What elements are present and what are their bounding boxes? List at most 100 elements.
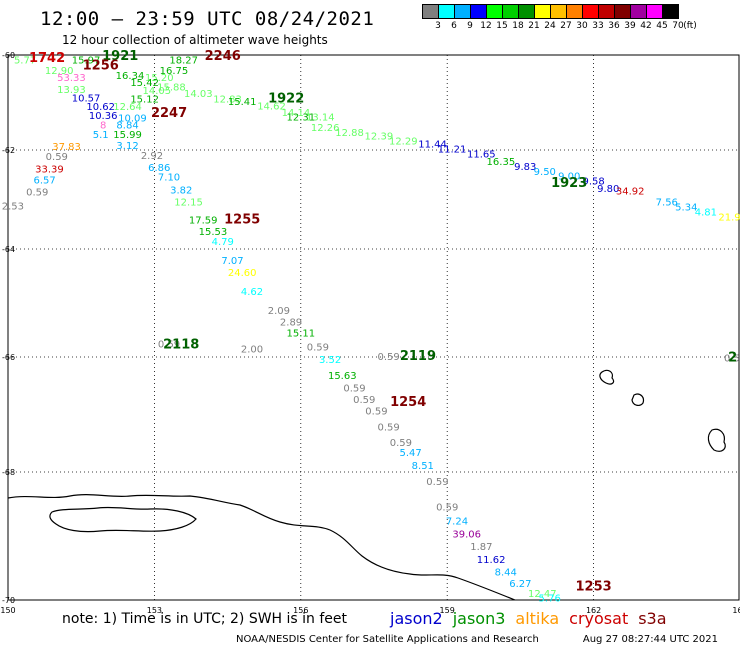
legend-label: 9 bbox=[467, 21, 473, 31]
wave-height-value: 2.53 bbox=[2, 201, 24, 212]
footer-credit: NOAA/NESDIS Center for Satellite Applica… bbox=[236, 634, 718, 645]
y-tick-label: -66 bbox=[2, 353, 15, 362]
wave-height-value: 13.14 bbox=[306, 113, 335, 124]
pass-time-label: 1256 bbox=[83, 58, 119, 73]
wave-height-value: 11.62 bbox=[477, 555, 506, 566]
wave-height-value: 0.59 bbox=[307, 343, 329, 354]
legend-label: 27 bbox=[560, 21, 572, 31]
wave-height-value: 8.84 bbox=[116, 121, 138, 132]
wave-height-value: 12.29 bbox=[389, 136, 418, 147]
wave-height-value: 12.83 bbox=[213, 95, 242, 106]
wave-height-value: 0.59 bbox=[46, 152, 68, 163]
wave-height-value: 12.88 bbox=[335, 128, 364, 139]
wave-height-value: 15.41 bbox=[228, 97, 257, 108]
wave-height-value: 0.59 bbox=[426, 477, 448, 488]
generated-timestamp: Aug 27 08:27:44 UTC 2021 bbox=[582, 634, 719, 645]
pass-time-label: 2119 bbox=[400, 349, 436, 364]
wave-height-value: 14.14 bbox=[282, 108, 311, 119]
wave-height-value: 10.57 bbox=[72, 94, 101, 105]
wave-height-value: 4.81 bbox=[695, 207, 717, 218]
legend-label: 39 bbox=[624, 21, 636, 31]
x-tick-label: 153 bbox=[147, 606, 162, 615]
wave-height-value: 21.96 bbox=[718, 212, 740, 223]
axis-tick-labels: 150 153 156 159 162 165 -60 -62 -64 -66 -68 -70 bbox=[0, 51, 740, 615]
wave-height-value: 9.80 bbox=[597, 184, 619, 195]
wave-height-value: 15.63 bbox=[328, 371, 357, 382]
wave-height-value: 8 bbox=[100, 121, 106, 132]
wave-height-value: 2.09 bbox=[268, 306, 290, 317]
wave-height-value: 14.62 bbox=[257, 102, 286, 113]
wave-height-value: 5.1 bbox=[93, 130, 109, 141]
pass-time-label: 1922 bbox=[268, 92, 304, 107]
pass-time-label: 1742 bbox=[29, 51, 65, 66]
wave-height-value: 0.59 bbox=[390, 438, 412, 449]
wave-height-value: 16.75 bbox=[160, 66, 189, 77]
wave-height-value: 4.62 bbox=[241, 287, 263, 298]
wave-height-value: 12.64 bbox=[113, 102, 142, 113]
wave-height-value: 3.52 bbox=[319, 355, 341, 366]
ice-shelf-outline bbox=[49, 506, 197, 533]
wave-height-value: 9.00 bbox=[558, 172, 580, 183]
legend-label: 6 bbox=[451, 21, 457, 31]
wave-height-value: 6.86 bbox=[148, 163, 170, 174]
y-tick-label: -60 bbox=[2, 51, 15, 60]
y-tick-label: -68 bbox=[2, 468, 15, 477]
wave-height-value: 12.90 bbox=[45, 66, 74, 77]
wave-height-value: 12.15 bbox=[174, 197, 203, 208]
satellite-jason3: jason3 bbox=[452, 609, 506, 628]
page-subtitle: 12 hour collection of altimeter wave hei… bbox=[62, 33, 328, 47]
wave-height-value: 0.59 bbox=[26, 188, 48, 199]
wave-height-value: 0.59 bbox=[343, 384, 365, 395]
legend-label: 15 bbox=[496, 21, 508, 31]
wave-height-value: 15.12 bbox=[130, 95, 159, 106]
wave-height-value: 0.59 bbox=[158, 339, 180, 350]
island-outline bbox=[707, 428, 726, 452]
wave-height-value: 6.27 bbox=[509, 579, 531, 590]
legend-label: 33 bbox=[592, 21, 604, 31]
wave-height-value: 39.06 bbox=[452, 529, 481, 540]
legend-label: 21 bbox=[528, 21, 540, 31]
legend-label: (ft) bbox=[683, 21, 697, 31]
x-tick-label: 165 bbox=[732, 606, 740, 615]
wave-height-value: 14.03 bbox=[184, 89, 213, 100]
wave-height-value: 15.97 bbox=[72, 56, 101, 67]
wave-height-value: 0.59 bbox=[436, 502, 458, 513]
wave-height-value: 4.79 bbox=[212, 237, 234, 248]
wave-height-value: 12.47 bbox=[528, 589, 557, 600]
page-title: 12:00 – 23:59 UTC 08/24/2021 bbox=[40, 8, 375, 30]
pass-time-label: 2118 bbox=[163, 337, 199, 352]
legend-label: 70 bbox=[672, 21, 684, 31]
wave-height-value: 12.26 bbox=[311, 123, 340, 134]
legend-labels: 3 6 9 12 15 18 21 24 27 30 33 36 39 42 45 70 (ft) bbox=[422, 19, 740, 31]
wave-height-value: 6.57 bbox=[33, 176, 55, 187]
wave-height-value: 7.10 bbox=[158, 173, 180, 184]
x-tick-label: 156 bbox=[293, 606, 308, 615]
pass-time-label: 1254 bbox=[390, 395, 426, 410]
wave-height-value: 10.09 bbox=[118, 114, 147, 125]
pass-time-label: 2247 bbox=[151, 106, 187, 121]
wave-height-value: 7.07 bbox=[221, 256, 243, 267]
wave-height-value: 11.65 bbox=[467, 149, 496, 160]
wave-height-value: 34.92 bbox=[616, 187, 645, 198]
wave-height-value: 0.59 bbox=[365, 407, 387, 418]
wave-height-value: 15.20 bbox=[145, 73, 174, 84]
wave-height-value: 2.00 bbox=[241, 345, 263, 356]
wave-height-value: 15.11 bbox=[286, 328, 315, 339]
wave-height-value: 33.39 bbox=[35, 164, 64, 175]
wave-height-value: 9.58 bbox=[582, 177, 604, 188]
y-tick-label: -70 bbox=[2, 596, 15, 605]
island-outline bbox=[631, 393, 645, 406]
antarctic-coastline bbox=[7, 493, 516, 601]
wave-height-value: 12.31 bbox=[286, 113, 315, 124]
wave-height-value: 16.35 bbox=[487, 157, 516, 168]
pass-time-label: 1921 bbox=[102, 49, 138, 64]
pass-time-label: 2 bbox=[728, 351, 737, 366]
satellite-jason2: jason2 bbox=[390, 609, 443, 628]
x-tick-label: 159 bbox=[440, 606, 455, 615]
wave-height-value: 13.93 bbox=[57, 85, 86, 96]
legend-label: 42 bbox=[640, 21, 652, 31]
wave-height-value: 12.39 bbox=[365, 132, 394, 143]
wave-height-value: 1.87 bbox=[470, 542, 492, 553]
